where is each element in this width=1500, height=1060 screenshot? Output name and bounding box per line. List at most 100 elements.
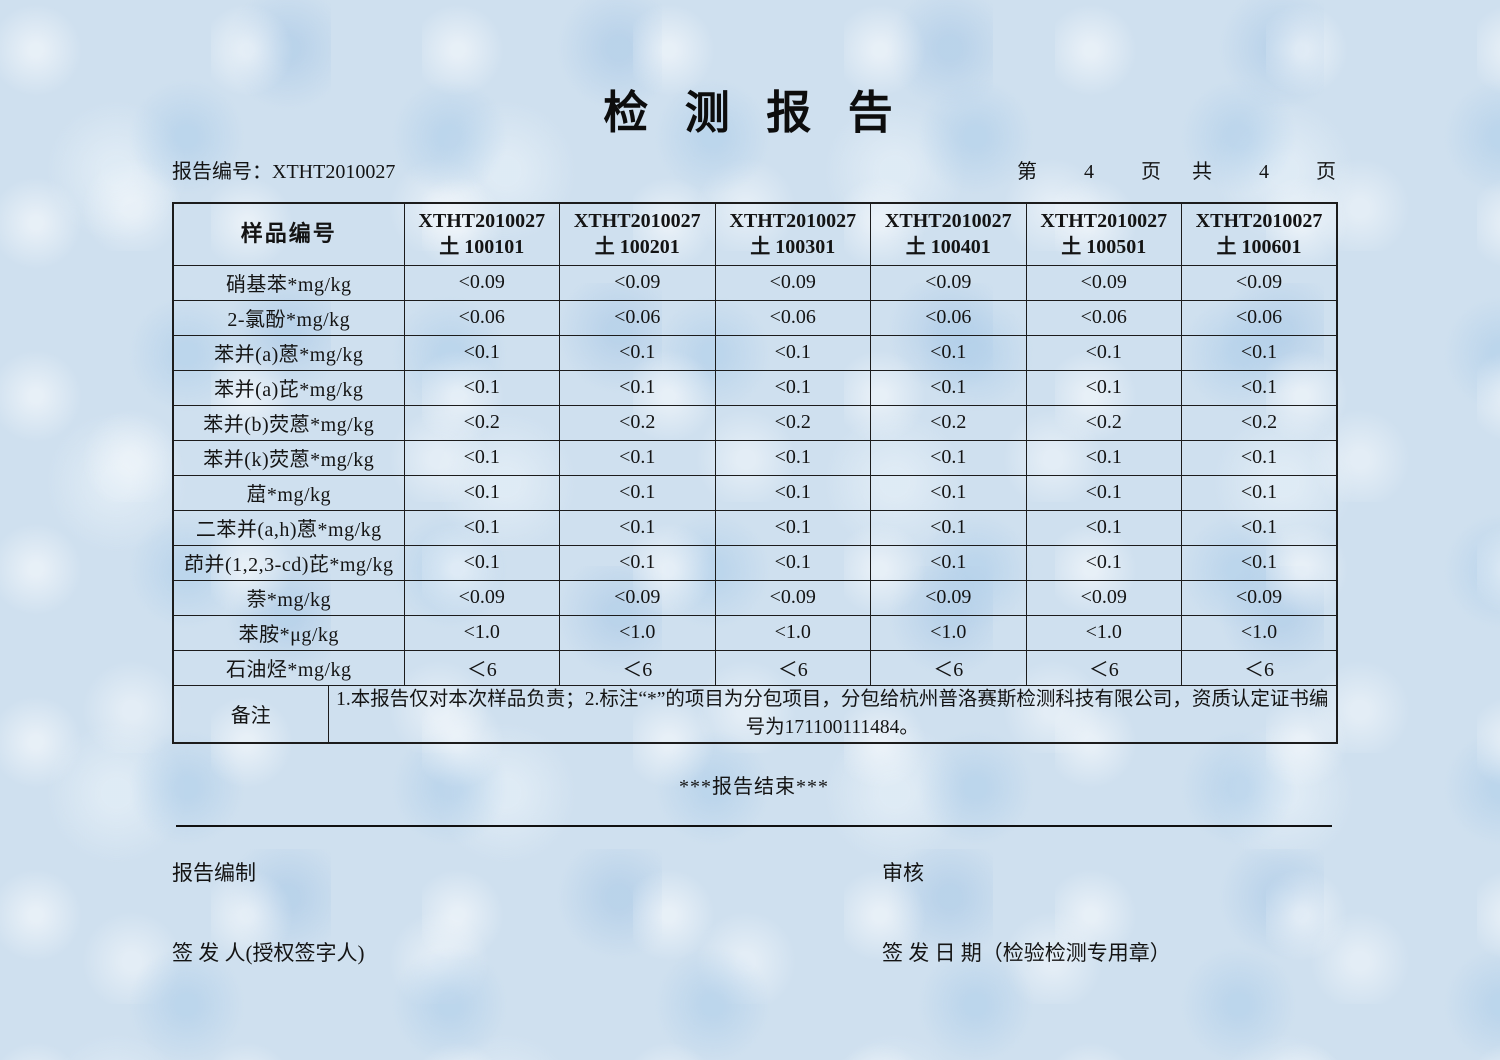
reviewed-by-label: 审核 bbox=[882, 861, 924, 886]
parameter-label: 苯并(a)芘*mg/kg bbox=[172, 369, 405, 406]
sample-id-line1: XTHT2010027 bbox=[884, 210, 1012, 233]
remark-text: 1.本报告仅对本次样品负责；2.标注“*”的项目为分包项目，分包给杭州普洛赛斯检… bbox=[327, 684, 1338, 744]
value-cell: <0.1 bbox=[403, 544, 561, 581]
table-row: 二苯并(a,h)蒽*mg/kg <0.1 <0.1 <0.1 <0.1 <0.1 <0.1 bbox=[172, 509, 1338, 546]
table-row: 苯并(k)荧蒽*mg/kg <0.1 <0.1 <0.1 <0.1 <0.1 <0.1 bbox=[172, 439, 1338, 476]
report-number: 报告编号：XTHT2010027 bbox=[172, 155, 395, 184]
report-end-text: ***报告结束*** bbox=[679, 776, 829, 799]
parameter-label: 䓛*mg/kg bbox=[172, 474, 405, 511]
report-number-value: XTHT2010027 bbox=[272, 161, 396, 183]
table-row: 苯并(a)芘*mg/kg <0.1 <0.1 <0.1 <0.1 <0.1 <0.1 bbox=[172, 369, 1338, 406]
value-cell: <0.09 bbox=[870, 579, 1027, 616]
pagination-ye1: 页 bbox=[1141, 161, 1161, 183]
value-cell: <0.2 bbox=[1181, 404, 1338, 441]
pagination-gong: 共 bbox=[1192, 161, 1212, 183]
table-row: 萘*mg/kg <0.09 <0.09 <0.09 <0.09 <0.09 <0.09 bbox=[172, 579, 1338, 616]
value-cell: ＜6 bbox=[403, 649, 561, 686]
value-cell: <0.09 bbox=[403, 579, 561, 616]
value-cell: <0.1 bbox=[403, 334, 561, 371]
pagination-ye2: 页 bbox=[1316, 161, 1336, 183]
issuer-label: 签 发 人(授权签字人) bbox=[172, 941, 365, 966]
parameter-label: 石油烃*mg/kg bbox=[172, 649, 405, 686]
value-cell: <0.09 bbox=[1181, 264, 1338, 301]
value-cell: <0.1 bbox=[1025, 509, 1183, 546]
table-row: 苯并(b)荧蒽*mg/kg <0.2 <0.2 <0.2 <0.2 <0.2 <0.2 bbox=[172, 404, 1338, 441]
remark-label: 备注 bbox=[172, 684, 329, 744]
issue-date-label: 签 发 日 期（检验检测专用章） bbox=[882, 941, 1171, 966]
value-cell: <0.2 bbox=[870, 404, 1027, 441]
value-cell: <0.09 bbox=[1025, 579, 1183, 616]
parameter-label: 2-氯酚*mg/kg bbox=[172, 299, 405, 336]
value-cell: <0.1 bbox=[714, 544, 872, 581]
value-cell: <0.1 bbox=[1181, 439, 1338, 476]
prepared-by-label: 报告编制 bbox=[172, 861, 256, 886]
parameter-label: 萘*mg/kg bbox=[172, 579, 405, 616]
value-cell: <0.06 bbox=[1181, 299, 1338, 336]
sample-id-line1: XTHT2010027 bbox=[418, 210, 546, 233]
value-cell: <0.09 bbox=[1025, 264, 1183, 301]
value-cell: <0.1 bbox=[714, 334, 872, 371]
value-cell: <0.2 bbox=[403, 404, 561, 441]
pagination-current: 4 bbox=[1084, 161, 1094, 183]
value-cell: <0.1 bbox=[559, 509, 716, 546]
parameter-label: 苯并(b)荧蒽*mg/kg bbox=[172, 404, 405, 441]
pagination-di: 第 bbox=[1017, 161, 1037, 183]
value-cell: <0.06 bbox=[714, 299, 872, 336]
value-cell: ＜6 bbox=[870, 649, 1027, 686]
sample-id-line1: XTHT2010027 bbox=[573, 210, 701, 233]
sample-id-line2: 土 100601 bbox=[1216, 236, 1302, 259]
value-cell: <1.0 bbox=[870, 614, 1027, 651]
value-cell: ＜6 bbox=[714, 649, 872, 686]
value-cell: <0.1 bbox=[1025, 439, 1183, 476]
table-row: 硝基苯*mg/kg <0.09 <0.09 <0.09 <0.09 <0.09 <0.09 bbox=[172, 264, 1338, 301]
value-cell: <0.1 bbox=[1181, 509, 1338, 546]
value-cell: <0.1 bbox=[1025, 544, 1183, 581]
table-row: 䓛*mg/kg <0.1 <0.1 <0.1 <0.1 <0.1 <0.1 bbox=[172, 474, 1338, 511]
sample-id-header: 样品编号 bbox=[172, 202, 405, 266]
table-row: 苯胺*μg/kg <1.0 <1.0 <1.0 <1.0 <1.0 <1.0 bbox=[172, 614, 1338, 651]
value-cell: <0.1 bbox=[1025, 369, 1183, 406]
value-cell: <0.1 bbox=[403, 474, 561, 511]
pagination: 第 4 页 共 4 页 bbox=[1017, 155, 1336, 184]
value-cell: <0.2 bbox=[714, 404, 872, 441]
value-cell: ＜6 bbox=[1181, 649, 1338, 686]
value-cell: <0.1 bbox=[714, 439, 872, 476]
value-cell: <0.1 bbox=[1181, 544, 1338, 581]
remark-row: 备注 1.本报告仅对本次样品负责；2.标注“*”的项目为分包项目，分包给杭州普洛赛… bbox=[172, 684, 1338, 744]
sample-col-header: XTHT2010027 土 100101 bbox=[403, 202, 561, 266]
value-cell: <1.0 bbox=[403, 614, 561, 651]
parameter-label: 苯并(k)荧蒽*mg/kg bbox=[172, 439, 405, 476]
value-cell: <0.1 bbox=[403, 369, 561, 406]
page-title: 检 测 报 告 bbox=[603, 87, 905, 138]
value-cell: <0.06 bbox=[403, 299, 561, 336]
value-cell: <1.0 bbox=[559, 614, 716, 651]
sample-id-line2: 土 100201 bbox=[594, 236, 680, 259]
table-header-row: 样品编号 XTHT2010027 土 100101 XTHT2010027 土 100… bbox=[172, 202, 1338, 266]
sample-col-header: XTHT2010027 土 100301 bbox=[714, 202, 872, 266]
value-cell: <0.1 bbox=[714, 474, 872, 511]
report-table: 样品编号 XTHT2010027 土 100101 XTHT2010027 土 100… bbox=[172, 202, 1339, 745]
sample-id-line2: 土 100401 bbox=[905, 236, 991, 259]
value-cell: <0.09 bbox=[714, 264, 872, 301]
footer-divider bbox=[176, 825, 1332, 828]
value-cell: <0.1 bbox=[559, 439, 716, 476]
table-row: 石油烃*mg/kg ＜6 ＜6 ＜6 ＜6 ＜6 ＜6 bbox=[172, 649, 1338, 686]
table-row: 2-氯酚*mg/kg <0.06 <0.06 <0.06 <0.06 <0.06 <0.06 bbox=[172, 299, 1338, 336]
value-cell: <0.06 bbox=[559, 299, 716, 336]
value-cell: <0.1 bbox=[870, 474, 1027, 511]
value-cell: ＜6 bbox=[559, 649, 716, 686]
value-cell: <0.1 bbox=[559, 334, 716, 371]
value-cell: ＜6 bbox=[1025, 649, 1183, 686]
value-cell: <0.1 bbox=[714, 369, 872, 406]
sample-id-line1: XTHT2010027 bbox=[1195, 210, 1323, 233]
value-cell: <0.1 bbox=[1025, 334, 1183, 371]
value-cell: <0.1 bbox=[559, 369, 716, 406]
value-cell: <0.1 bbox=[1181, 334, 1338, 371]
value-cell: <1.0 bbox=[714, 614, 872, 651]
sample-col-header: XTHT2010027 土 100501 bbox=[1025, 202, 1183, 266]
parameter-label: 硝基苯*mg/kg bbox=[172, 264, 405, 301]
value-cell: <0.1 bbox=[870, 369, 1027, 406]
signature-row-2: 签 发 人(授权签字人) 签 发 日 期（检验检测专用章） bbox=[172, 937, 1336, 967]
parameter-label: 苯胺*μg/kg bbox=[172, 614, 405, 651]
